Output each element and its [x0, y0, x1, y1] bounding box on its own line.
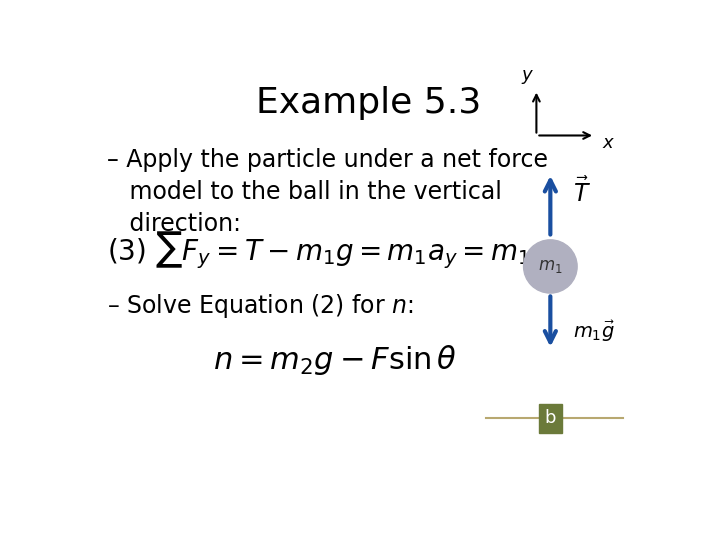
Text: $n = m_2g - F\sin\theta$: $n = m_2g - F\sin\theta$ — [213, 343, 456, 377]
Text: Example 5.3: Example 5.3 — [256, 85, 482, 119]
Text: y: y — [521, 65, 531, 84]
Text: x: x — [602, 134, 613, 152]
Text: – Apply the particle under a net force: – Apply the particle under a net force — [107, 148, 548, 172]
Text: – Solve Equation (2) for $n$:: – Solve Equation (2) for $n$: — [107, 292, 413, 320]
Text: model to the ball in the vertical: model to the ball in the vertical — [107, 180, 502, 204]
Text: $m_1$: $m_1$ — [538, 258, 562, 275]
Text: $(3)\ \sum F_y = T - m_1g = m_1a_y = m_1a$: $(3)\ \sum F_y = T - m_1g = m_1a_y = m_1… — [107, 229, 548, 271]
Text: b: b — [544, 409, 556, 427]
Text: $\vec{T}$: $\vec{T}$ — [572, 177, 590, 207]
Text: $m_1\vec{g}$: $m_1\vec{g}$ — [572, 318, 615, 343]
Ellipse shape — [523, 240, 577, 293]
Text: direction:: direction: — [107, 212, 240, 236]
